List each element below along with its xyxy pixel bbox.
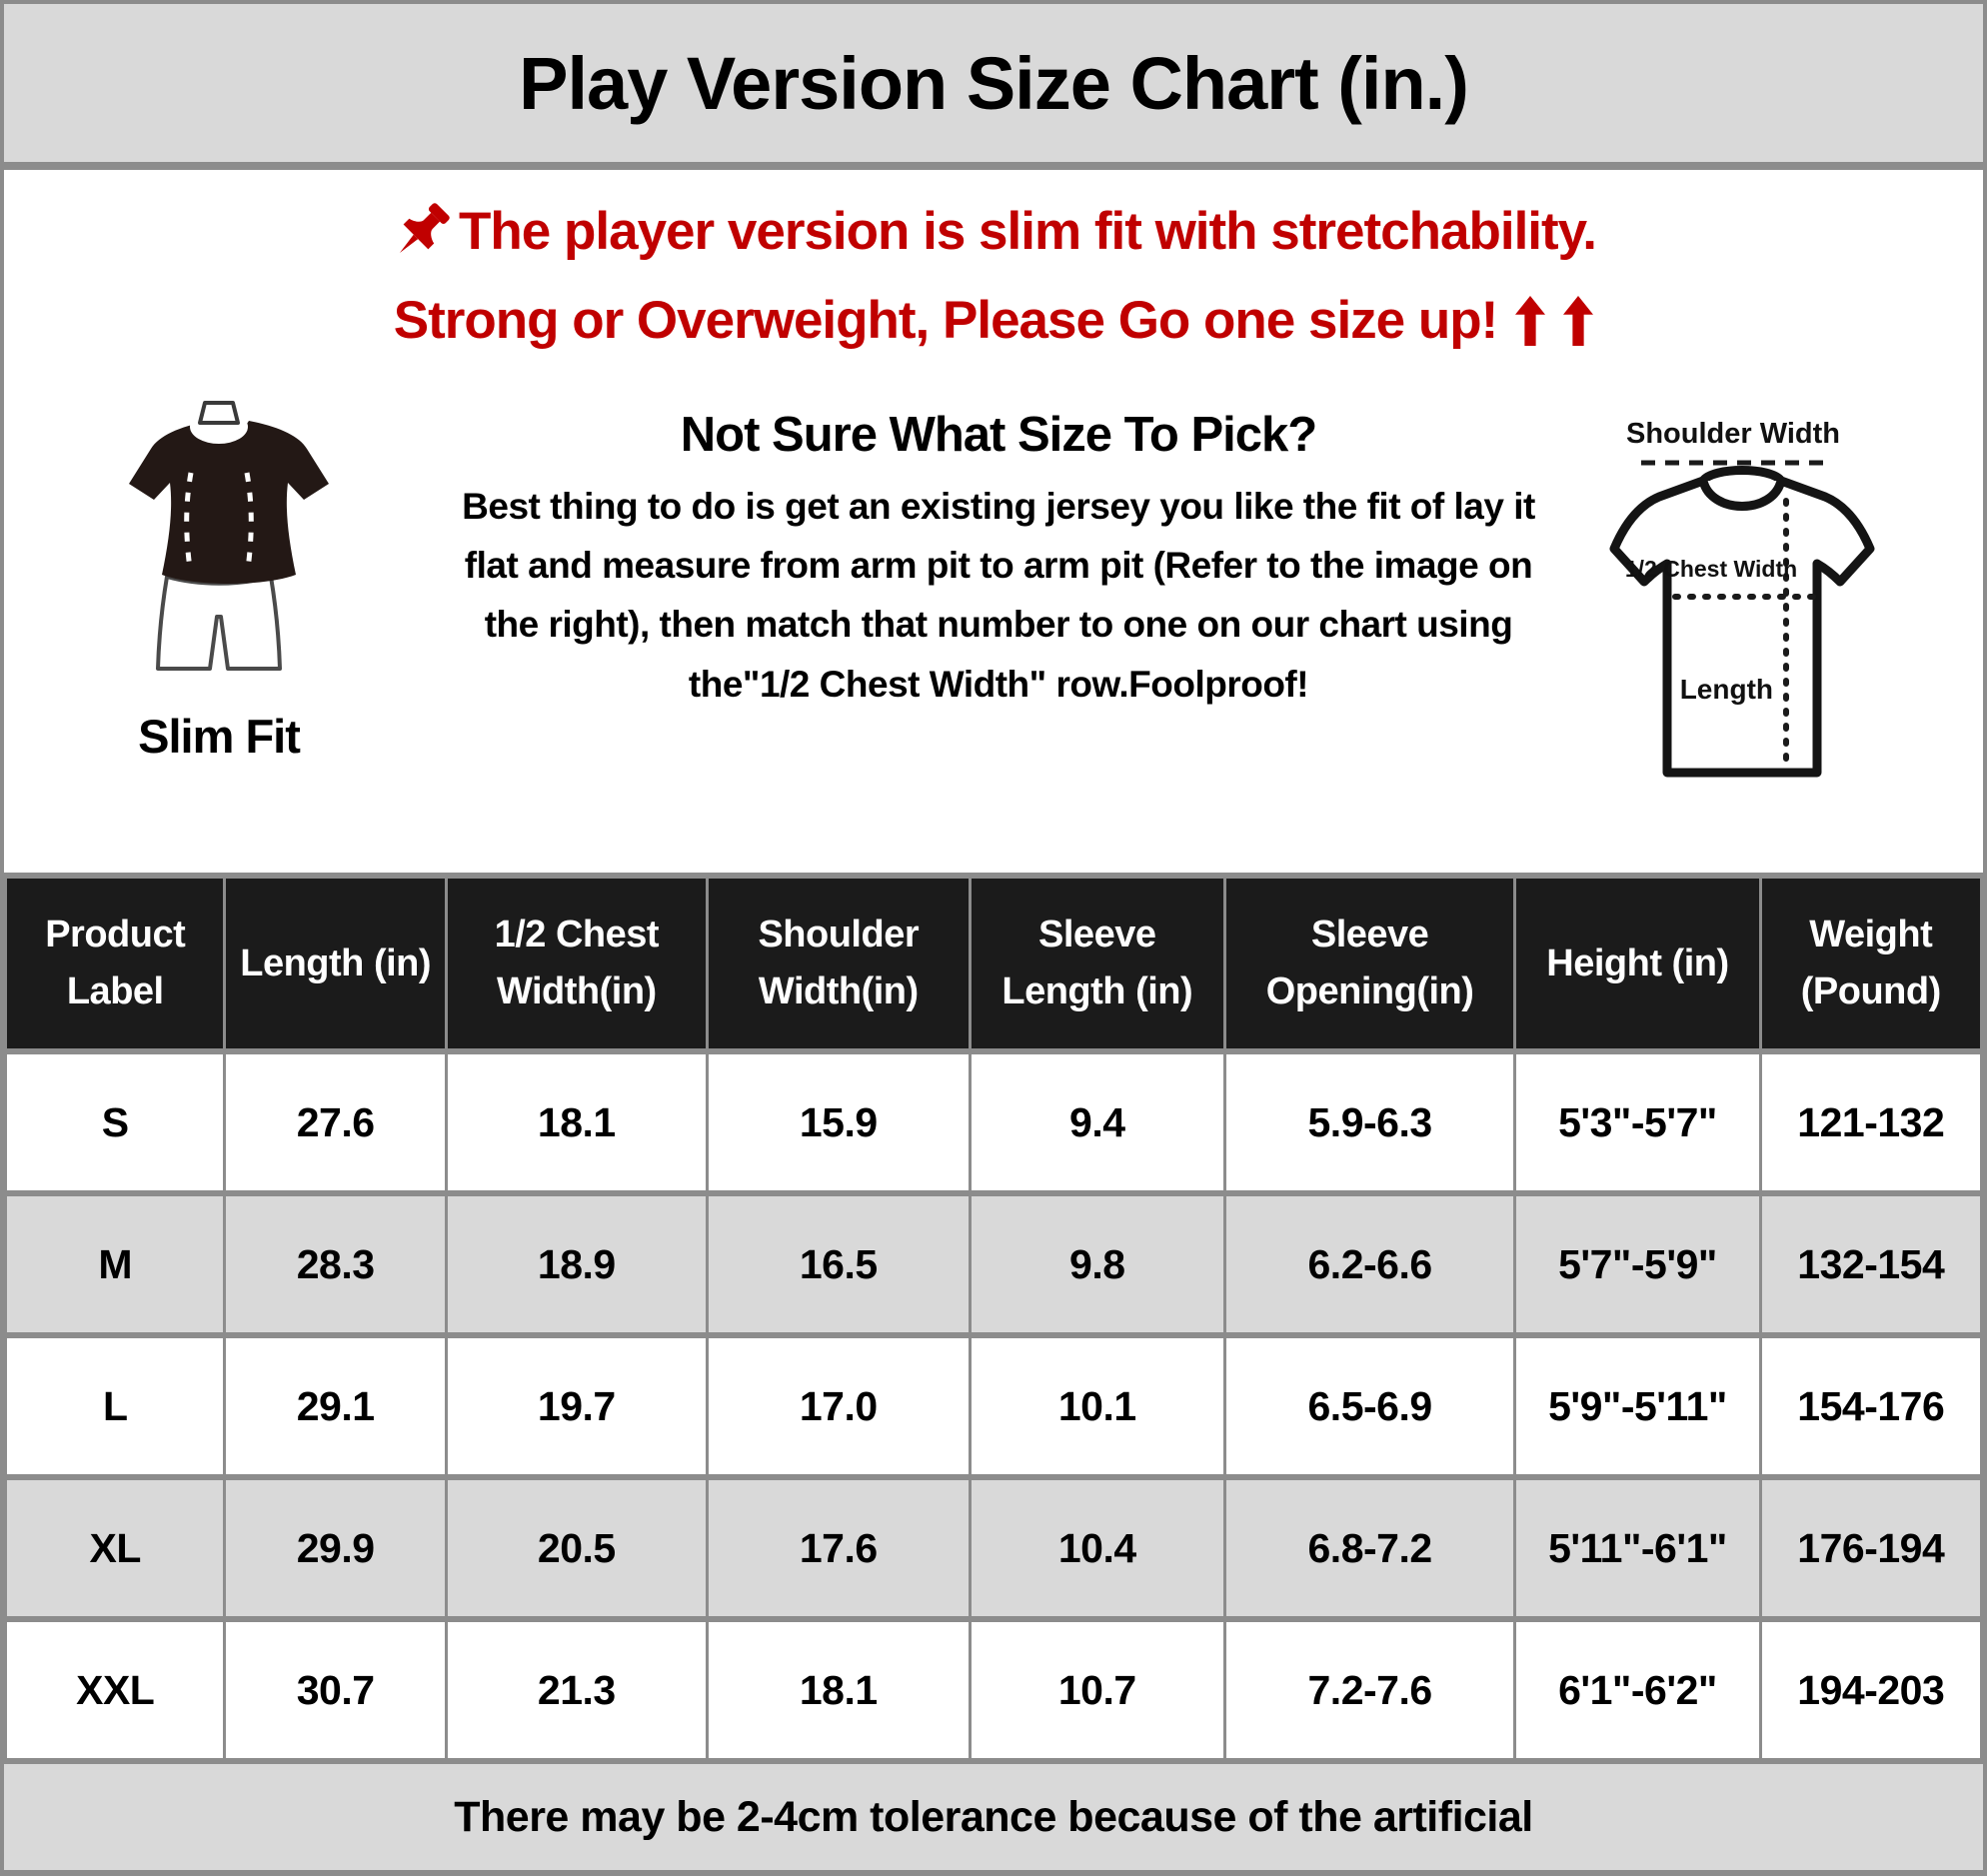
- size-guide-heading: Not Sure What Size To Pick?: [680, 408, 1317, 462]
- slim-fit-note-line: The player version is slim fit with stre…: [4, 198, 1983, 264]
- size-cell: 7.2-7.6: [1222, 1616, 1517, 1764]
- size-cell: 5'7"-5'9": [1513, 1190, 1762, 1338]
- size-guide-block: Not Sure What Size To Pick? Best thing t…: [434, 401, 1563, 714]
- fit-caption: Slim Fit: [138, 710, 301, 763]
- info-row: Slim Fit Not Sure What Size To Pick? Bes…: [4, 401, 1983, 829]
- size-cell: 132-154: [1758, 1190, 1983, 1338]
- up-arrow-icon: [1563, 295, 1594, 346]
- pushpin-icon: [399, 203, 450, 254]
- size-cell: 28.3: [223, 1190, 448, 1338]
- measure-diagram-block: Shoulder Width 1/2 Chest Width Length: [1563, 401, 1983, 829]
- tshirt-measure-diagram-icon: Shoulder Width 1/2 Chest Width Length: [1609, 418, 1875, 778]
- fit-illustration-block: Slim Fit: [4, 401, 434, 764]
- size-cell: 18.1: [705, 1616, 972, 1764]
- size-cell: 6'1"-6'2": [1513, 1616, 1762, 1764]
- size-cell: S: [4, 1048, 227, 1196]
- slim-fit-note-text: The player version is slim fit with stre…: [459, 201, 1597, 261]
- size-cell: 20.5: [444, 1474, 709, 1622]
- size-guide-body: Best thing to do is get an existing jers…: [462, 486, 1535, 705]
- size-cell: 15.9: [705, 1048, 972, 1196]
- size-cell: 10.1: [968, 1332, 1226, 1480]
- size-up-note-text: Strong or Overweight, Please Go one size…: [393, 291, 1499, 350]
- size-cell: 5'3"-5'7": [1513, 1048, 1762, 1196]
- size-row-l: L 29.1 19.7 17.0 10.1 6.5-6.9 5'9"-5'11"…: [4, 1332, 1983, 1480]
- size-cell: L: [4, 1332, 227, 1480]
- size-cell: 121-132: [1758, 1048, 1983, 1196]
- size-cell: 21.3: [444, 1616, 709, 1764]
- shoulder-width-label: Shoulder Width: [1626, 418, 1840, 450]
- header-row: Product Label Length (in) 1/2 Chest Widt…: [4, 873, 1983, 1054]
- size-row-m: M 28.3 18.9 16.5 9.8 6.2-6.6 5'7"-5'9" 1…: [4, 1190, 1983, 1338]
- size-cell: 6.5-6.9: [1222, 1332, 1517, 1480]
- size-cell: 154-176: [1758, 1332, 1983, 1480]
- up-arrow-icon: [1515, 295, 1546, 346]
- size-cell: 16.5: [705, 1190, 972, 1338]
- size-cell: 9.8: [968, 1190, 1226, 1338]
- size-table: Product Label Length (in) 1/2 Chest Widt…: [4, 873, 1983, 1764]
- size-cell: 5'11"-6'1": [1513, 1474, 1762, 1622]
- size-cell: 9.4: [968, 1048, 1226, 1196]
- size-cell: 5.9-6.3: [1222, 1048, 1517, 1196]
- col-header-product-label: Product Label: [4, 873, 227, 1054]
- size-cell: 18.1: [444, 1048, 709, 1196]
- size-cell: 5'9"-5'11": [1513, 1332, 1762, 1480]
- size-cell: 6.2-6.6: [1222, 1190, 1517, 1338]
- col-header-shoulder-width: Shoulder Width(in): [705, 873, 972, 1054]
- col-header-sleeve-length: Sleeve Length (in): [968, 873, 1226, 1054]
- size-cell: 27.6: [223, 1048, 448, 1196]
- size-up-note-line: Strong or Overweight, Please Go one size…: [4, 290, 1983, 351]
- size-row-xl: XL 29.9 20.5 17.6 10.4 6.8-7.2 5'11"-6'1…: [4, 1474, 1983, 1622]
- tolerance-note-band: There may be 2-4cm tolerance because of …: [4, 1764, 1983, 1870]
- page-title: Play Version Size Chart (in.): [519, 41, 1469, 125]
- half-chest-width-label: 1/2 Chest Width: [1625, 556, 1797, 582]
- col-header-sleeve-opening: Sleeve Opening(in): [1222, 873, 1517, 1054]
- size-cell: XXL: [4, 1616, 227, 1764]
- size-cell: 176-194: [1758, 1474, 1983, 1622]
- size-cell: 30.7: [223, 1616, 448, 1764]
- size-cell: 10.4: [968, 1474, 1226, 1622]
- col-header-height: Height (in): [1513, 873, 1762, 1054]
- size-cell: XL: [4, 1474, 227, 1622]
- size-cell: 17.6: [705, 1474, 972, 1622]
- size-cell: 19.7: [444, 1332, 709, 1480]
- col-header-half-chest-width: 1/2 Chest Width(in): [444, 873, 709, 1054]
- size-cell: 194-203: [1758, 1616, 1983, 1764]
- tolerance-note: There may be 2-4cm tolerance because of …: [454, 1792, 1533, 1841]
- size-cell: 29.9: [223, 1474, 448, 1622]
- size-cell: 18.9: [444, 1190, 709, 1338]
- length-label: Length: [1680, 674, 1773, 705]
- size-cell: 29.1: [223, 1332, 448, 1480]
- size-row-s: S 27.6 18.1 15.9 9.4 5.9-6.3 5'3"-5'7" 1…: [4, 1048, 1983, 1196]
- size-row-xxl: XXL 30.7 21.3 18.1 10.7 7.2-7.6 6'1"-6'2…: [4, 1616, 1983, 1764]
- size-cell: 10.7: [968, 1616, 1226, 1764]
- content-section: The player version is slim fit with stre…: [4, 170, 1983, 873]
- slim-fit-figure-icon: [129, 401, 329, 671]
- size-cell: 17.0: [705, 1332, 972, 1480]
- col-header-length: Length (in): [223, 873, 448, 1054]
- title-band: Play Version Size Chart (in.): [4, 4, 1983, 170]
- size-cell: 6.8-7.2: [1222, 1474, 1517, 1622]
- size-cell: M: [4, 1190, 227, 1338]
- col-header-weight: Weight (Pound): [1758, 873, 1983, 1054]
